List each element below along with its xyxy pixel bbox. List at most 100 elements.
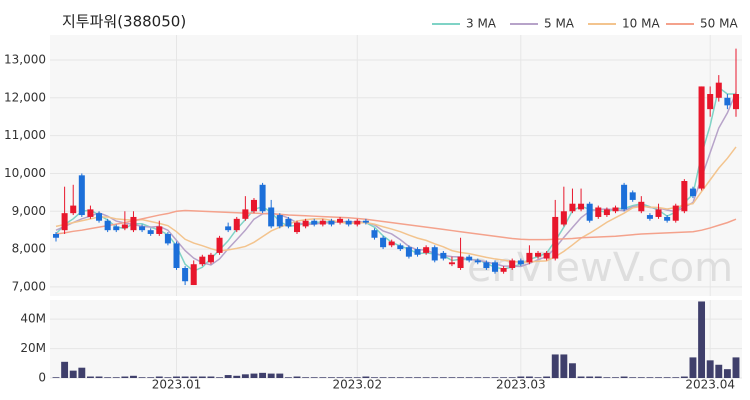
volume-tick-label: 20M: [20, 341, 46, 355]
volume-bar: [241, 374, 249, 378]
x-tick-label: 2023.04: [685, 378, 735, 392]
volume-bar: [207, 376, 215, 378]
volume-bar: [663, 377, 671, 378]
volume-bar: [95, 376, 103, 378]
volume-bar: [629, 377, 637, 378]
volume-bar: [543, 376, 551, 378]
volume-bar: [267, 373, 275, 378]
volume-bar: [680, 376, 688, 378]
candle-body: [483, 262, 490, 269]
volume-bar: [439, 377, 447, 378]
volume-bar: [715, 364, 723, 378]
candle-body: [294, 222, 301, 233]
volume-bar: [319, 377, 327, 378]
volume-bar: [482, 377, 490, 378]
volume-bar: [336, 377, 344, 378]
volume-bar: [525, 376, 533, 378]
candle-body: [52, 233, 60, 238]
candle-body: [535, 252, 542, 257]
volume-bar: [353, 377, 361, 378]
candle-body: [156, 226, 163, 234]
volume-bar: [173, 376, 180, 378]
y-tick-label: 7,000: [12, 279, 46, 293]
candle-body: [242, 209, 249, 219]
volume-bar: [147, 377, 155, 378]
candle-body: [698, 86, 705, 189]
candle-body: [233, 218, 240, 231]
volume-bar: [448, 377, 456, 378]
candle-body: [362, 220, 369, 223]
volume-bar: [112, 377, 120, 378]
candle-body: [337, 218, 344, 223]
volume-panel: [50, 300, 742, 378]
candle-body: [216, 237, 223, 253]
candle-body: [285, 218, 292, 227]
y-tick-label: 12,000: [4, 90, 46, 104]
candle-body: [707, 94, 714, 110]
candle-body: [509, 260, 516, 269]
candle-body: [517, 260, 524, 265]
y-tick-label: 11,000: [4, 128, 46, 142]
candle-body: [552, 216, 559, 259]
volume-bar: [293, 376, 301, 378]
candle-body: [646, 215, 653, 219]
volume-bar: [345, 377, 353, 378]
volume-bar: [500, 377, 508, 378]
candle-body: [182, 268, 189, 282]
candle-body: [569, 203, 576, 212]
y-tick-label: 8,000: [12, 242, 46, 256]
volume-bar: [405, 377, 413, 378]
candle-body: [526, 252, 533, 263]
candle-body: [595, 207, 602, 217]
candle-body: [500, 268, 507, 272]
volume-bar: [86, 376, 94, 378]
volume-bar: [689, 357, 697, 378]
candle-body: [139, 226, 146, 231]
volume-bar: [155, 376, 163, 378]
candle-body: [96, 213, 103, 221]
candle-body: [638, 201, 645, 212]
volume-bar: [52, 377, 60, 378]
candle-body: [130, 216, 137, 231]
volume-bar: [508, 377, 516, 378]
chart-title: 지투파워(388050): [62, 13, 186, 31]
candle-body: [345, 220, 352, 225]
price-panel: [50, 35, 742, 296]
volume-bar: [491, 377, 499, 378]
candle-body: [689, 188, 696, 197]
volume-bar: [698, 301, 706, 378]
moving-average-line: [55, 92, 737, 268]
candle-body: [423, 247, 430, 253]
candle-body: [397, 245, 404, 250]
volume-bar: [569, 363, 576, 378]
candle-body: [173, 243, 180, 269]
volume-bar: [104, 377, 112, 378]
volume-bar: [198, 376, 206, 378]
volume-bar: [431, 377, 439, 378]
candle-body: [655, 209, 662, 217]
volume-bar: [534, 377, 542, 378]
volume-bar: [164, 377, 172, 378]
candle-body: [319, 220, 326, 225]
volume-bar: [723, 369, 731, 378]
x-tick-label: 2023.01: [152, 378, 202, 392]
volume-bar: [612, 377, 619, 378]
volume-bar: [646, 377, 654, 378]
legend-label: 3 MA: [466, 17, 497, 31]
volume-bar: [302, 377, 310, 378]
moving-average-line: [55, 146, 737, 263]
volume-tick-label: 0: [38, 371, 46, 385]
candle-body: [621, 184, 628, 210]
candle-body: [199, 256, 206, 265]
volume-bar: [706, 360, 714, 378]
candle-body: [578, 203, 585, 210]
candle-body: [715, 82, 722, 98]
x-tick-label: 2023.03: [496, 378, 546, 392]
y-tick-label: 10,000: [4, 166, 46, 180]
candle-body: [457, 256, 464, 269]
candle-body: [78, 175, 85, 216]
candle-body: [448, 262, 455, 265]
candle-body: [225, 226, 232, 231]
candle-body: [586, 203, 593, 221]
